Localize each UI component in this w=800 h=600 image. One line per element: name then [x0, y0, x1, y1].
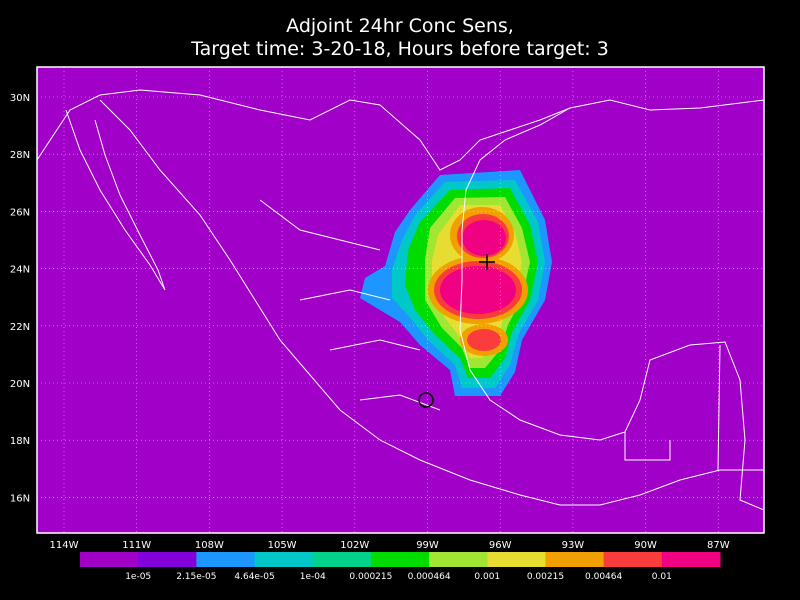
lon-label: 108W: [195, 540, 224, 551]
title-line: Adjoint 24hr Conc Sens,: [286, 15, 514, 37]
lon-label: 105W: [268, 540, 297, 551]
colorbar-label: 0.000464: [408, 572, 451, 582]
colorbar-swatch: [254, 552, 314, 567]
lat-label: 30N: [10, 93, 30, 104]
border: [624, 344, 721, 471]
target-marker: [479, 254, 495, 270]
colorbar-swatch: [196, 552, 256, 567]
lon-label: 102W: [340, 540, 369, 551]
graticule: [37, 67, 764, 533]
coastline: [99, 99, 764, 506]
coastline: [459, 107, 765, 511]
colorbar-label: 0.01: [652, 572, 672, 582]
map: [36, 66, 765, 534]
lat-label: 20N: [10, 379, 30, 390]
lon-label: 93W: [562, 540, 585, 551]
lat-label: 26N: [10, 207, 30, 218]
colorbar-label: 0.000215: [349, 572, 392, 582]
lon-label: 111W: [122, 540, 151, 551]
colorbar-swatch: [661, 552, 721, 567]
colorbar-label: 2.15e-05: [176, 572, 216, 582]
coastline: [65, 109, 166, 291]
colorbar-label: 4.64e-05: [234, 572, 274, 582]
plume-level: [440, 266, 516, 314]
colorbar-swatch: [603, 552, 663, 567]
plume-level: [467, 329, 501, 351]
colorbar-swatch: [138, 552, 197, 567]
source-marker: [418, 392, 434, 408]
border: [36, 89, 765, 171]
colorbar-swatch: [312, 552, 372, 567]
lon-label: 90W: [634, 540, 657, 551]
colorbar-label: 0.001: [474, 572, 500, 582]
lon-label: 96W: [489, 540, 512, 551]
plume-level: [462, 220, 506, 256]
colorbar-swatch: [370, 552, 430, 567]
colorbar-swatch: [545, 552, 605, 567]
colorbar-label: 0.00464: [585, 572, 622, 582]
colorbar-swatch: [487, 552, 546, 567]
lat-label: 16N: [10, 493, 30, 504]
colorbar-swatch: [80, 552, 139, 567]
coastlines: [36, 89, 765, 511]
colorbar: 1e-05 2.15e-05 4.64e-05 1e-04 0.000215 0.0004…: [80, 552, 721, 582]
title-line: Target time: 3-20-18, Hours before targe…: [190, 38, 609, 60]
lon-label: 114W: [50, 540, 79, 551]
lat-label: 22N: [10, 322, 30, 333]
colorbar-label: 0.00215: [527, 572, 564, 582]
state-borders: [259, 199, 441, 411]
lon-label: 99W: [416, 540, 439, 551]
lat-label: 18N: [10, 436, 30, 447]
colorbar-label: 1e-04: [300, 572, 326, 582]
colorbar-label: 1e-05: [125, 572, 151, 582]
lon-label: 87W: [707, 540, 730, 551]
lat-label: 24N: [10, 265, 30, 276]
colorbar-swatch: [429, 552, 488, 567]
lat-label: 28N: [10, 150, 30, 161]
